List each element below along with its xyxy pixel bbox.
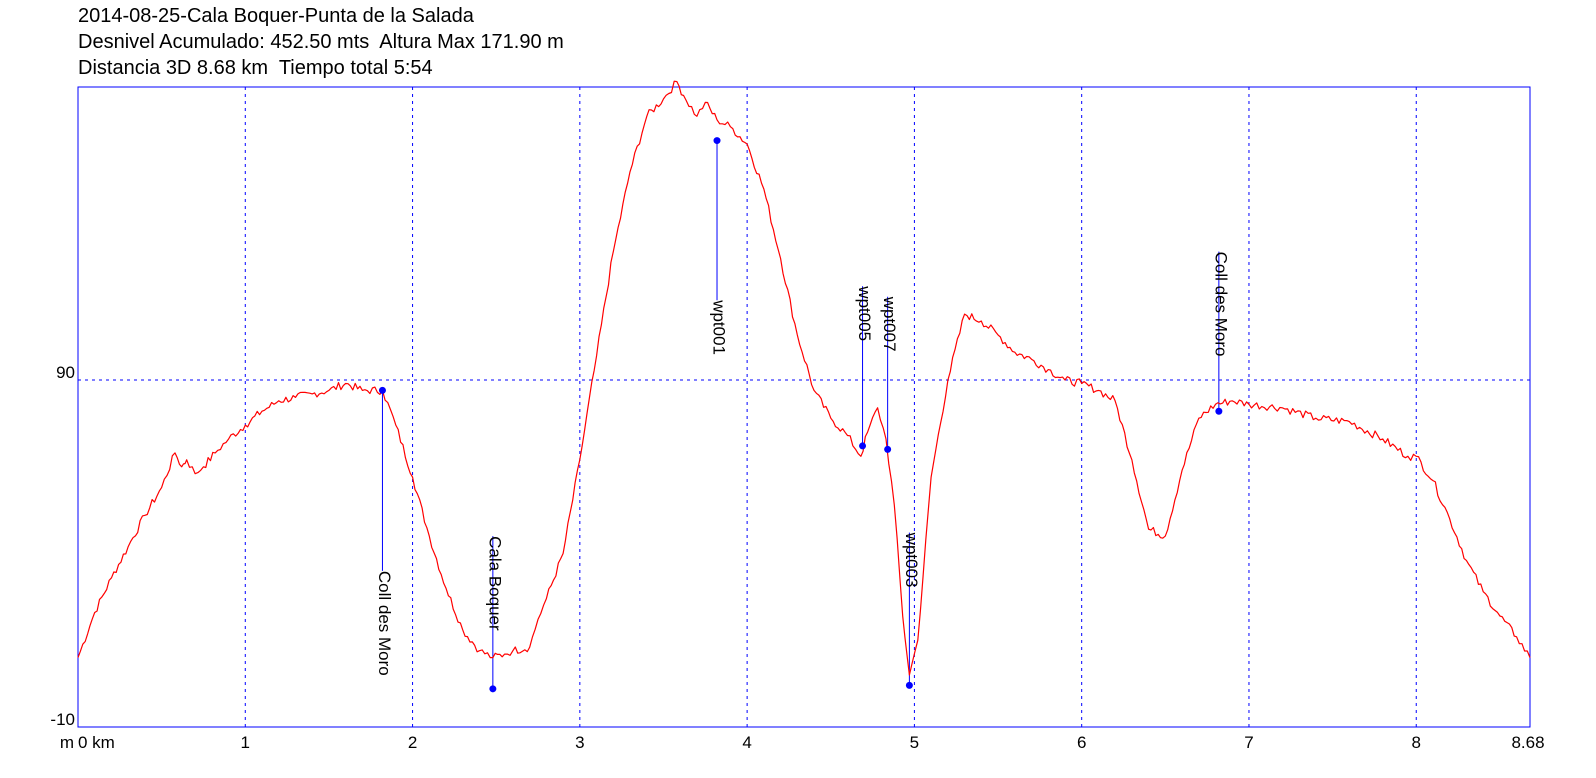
waypoint-labels: Coll des Moro Cala Boquer wpt001 wpt005 wpt0…	[375, 252, 1230, 676]
waypoint-label: wpt001	[710, 299, 729, 355]
x-tick-label: 5	[910, 733, 919, 752]
waypoint-label: wpt003	[902, 532, 921, 588]
chart-summary-elevation: Desnivel Acumulado: 452.50 mts Altura Ma…	[78, 31, 564, 53]
elevation-line	[77, 80, 1531, 676]
x-tick-label: 1	[241, 733, 250, 752]
waypoint-marker	[905, 681, 913, 689]
x-tick-label: 8.68	[1511, 733, 1544, 752]
chart-header: 2014-08-25-Cala Boquer-Punta de la Salad…	[78, 3, 564, 81]
waypoint-leader-lines	[381, 140, 1220, 689]
x-tick-label: 2	[408, 733, 417, 752]
waypoint-marker	[859, 442, 867, 450]
x-tick-label: 8	[1412, 733, 1421, 752]
chart-title: 2014-08-25-Cala Boquer-Punta de la Salad…	[78, 5, 474, 27]
plot-area-border	[77, 86, 1531, 728]
y-tick-label: 90	[56, 363, 75, 382]
axis-tick-labels: 0 km 1 2 3 4 5 6 7 8 8.68 m 90 -10	[50, 363, 1544, 752]
waypoint-marker	[713, 137, 721, 145]
x-tick-label: 0 km	[78, 733, 115, 752]
waypoint-label: wpt007	[880, 296, 899, 352]
waypoint-marker	[1215, 407, 1223, 415]
waypoint-marker	[489, 685, 497, 693]
x-tick-label: 6	[1077, 733, 1086, 752]
x-tick-label: 3	[575, 733, 584, 752]
waypoint-marker	[378, 386, 386, 394]
waypoint-label: Coll des Moro	[1211, 252, 1230, 357]
waypoint-marker	[884, 445, 892, 453]
x-tick-label: 7	[1244, 733, 1253, 752]
waypoint-label: wpt005	[855, 285, 874, 341]
y-tick-label: -10	[50, 710, 75, 729]
waypoint-markers	[378, 137, 1223, 693]
grid-lines	[78, 87, 1530, 727]
chart-summary-distance: Distancia 3D 8.68 km Tiempo total 5:54	[78, 57, 433, 79]
elevation-series	[77, 80, 1531, 676]
waypoint-label: Cala Boquer	[485, 536, 504, 631]
y-unit-label: m	[60, 733, 74, 752]
x-tick-label: 4	[742, 733, 751, 752]
waypoint-label: Coll des Moro	[375, 571, 394, 676]
